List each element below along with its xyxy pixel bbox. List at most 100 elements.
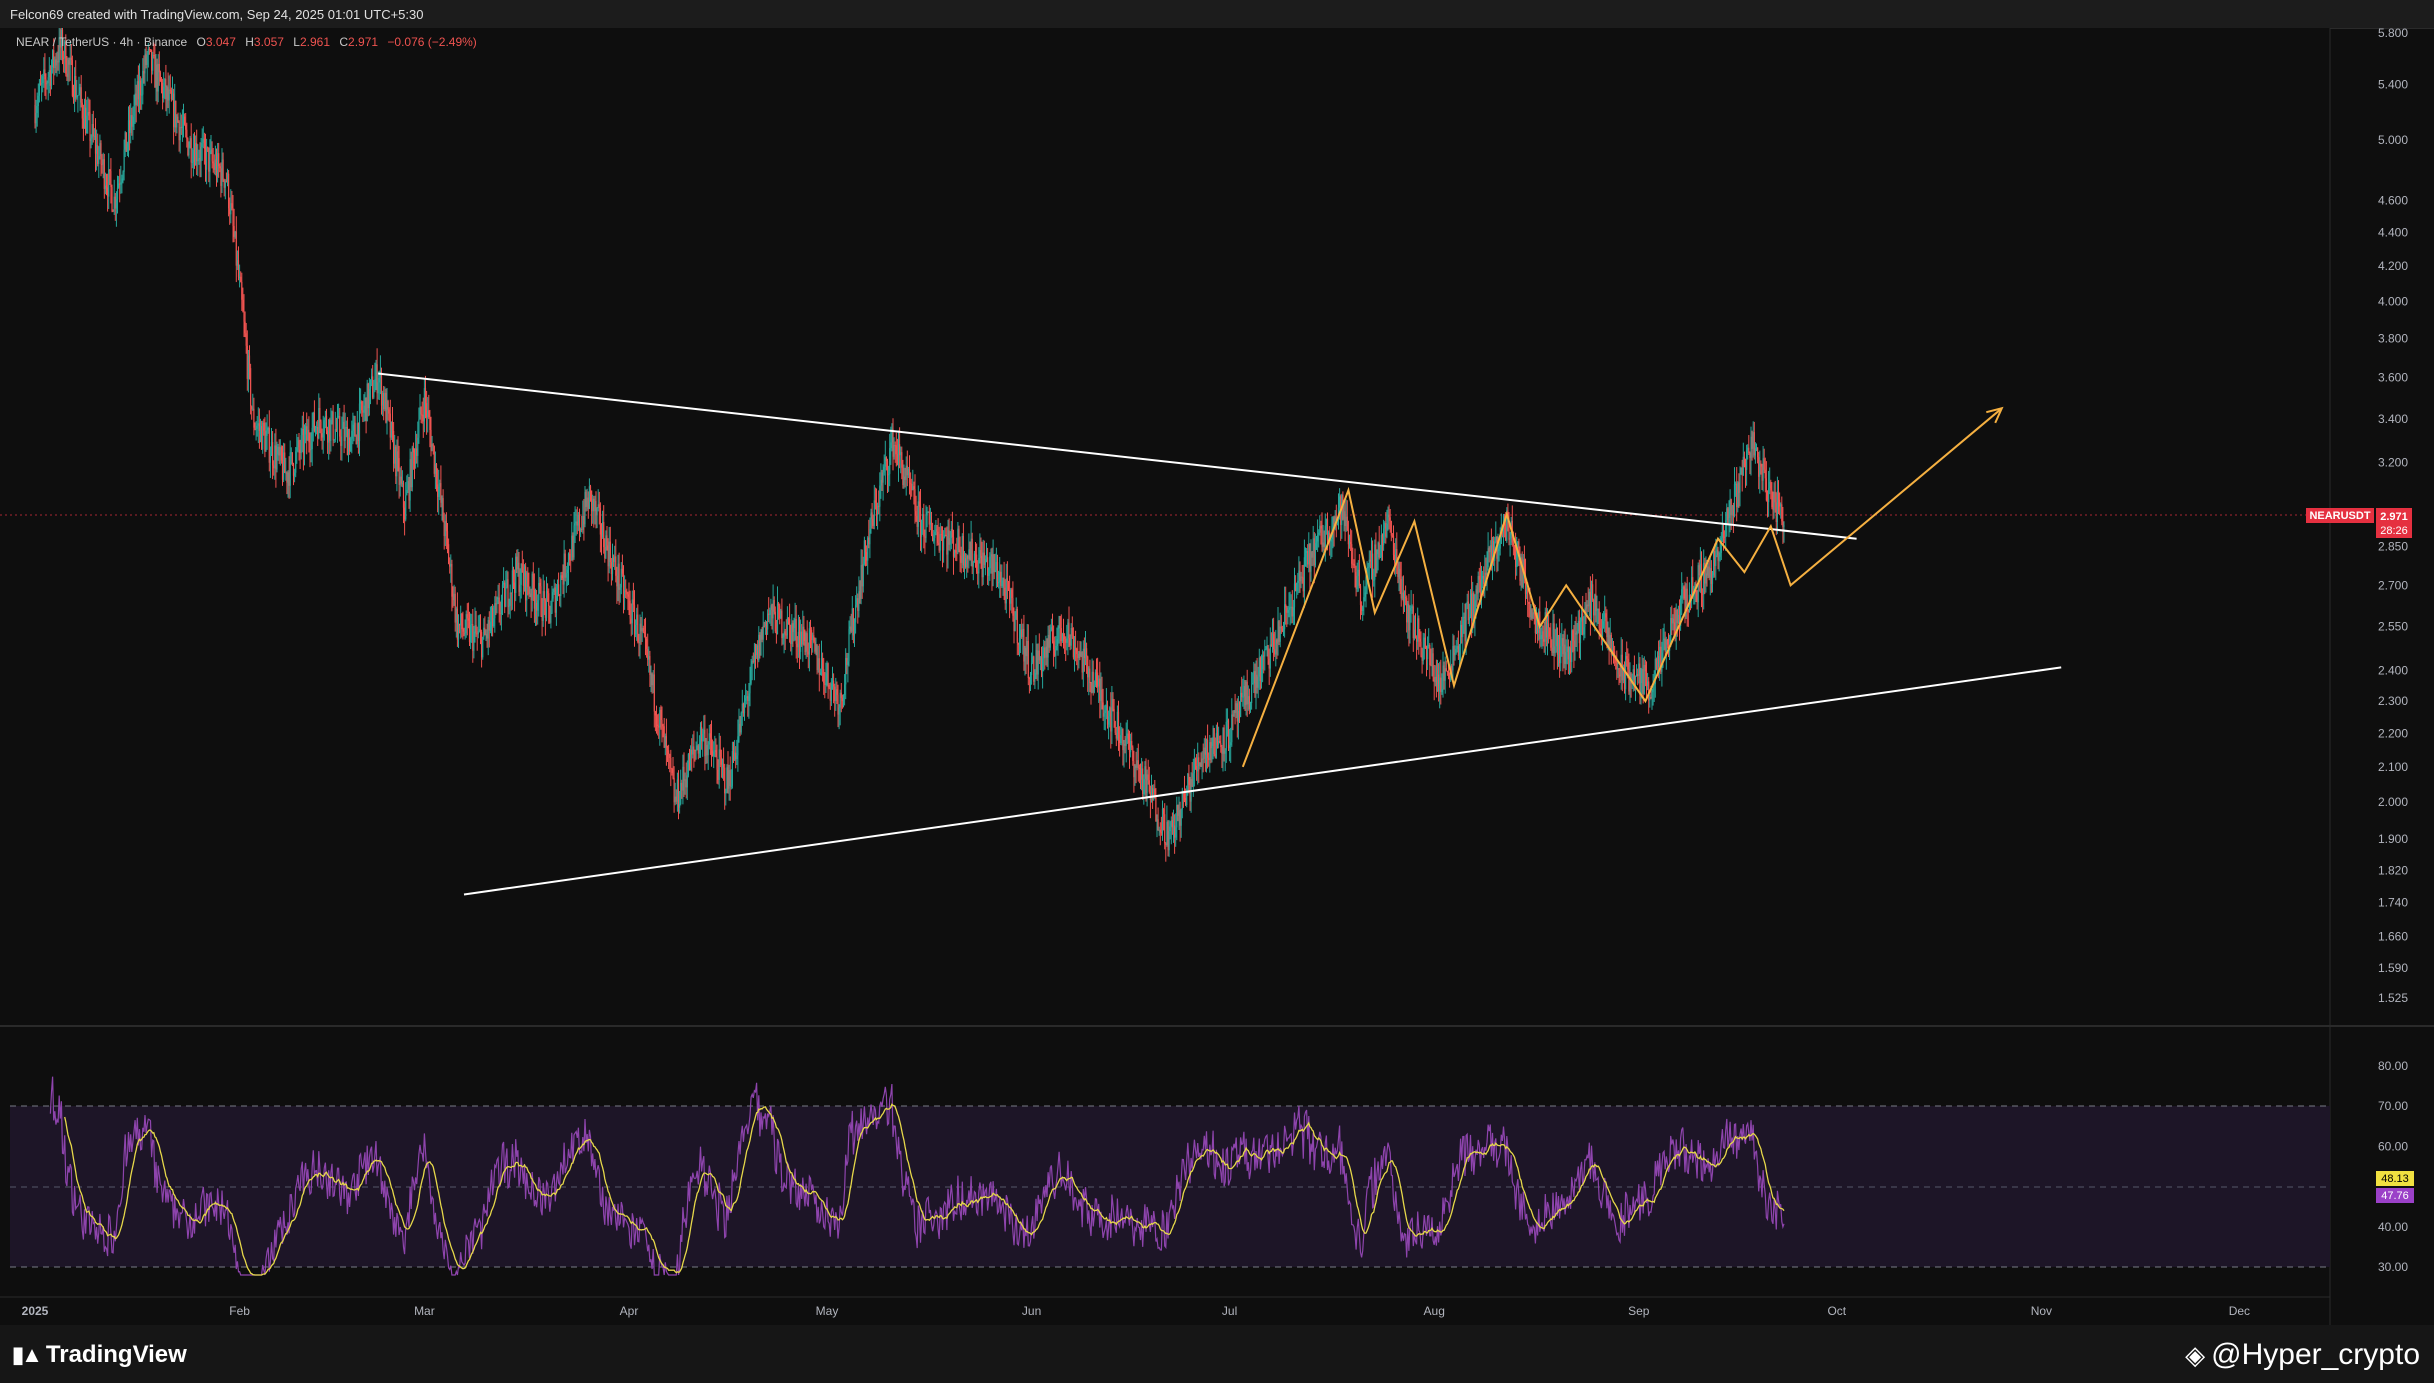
time-axis-label: Feb bbox=[229, 1304, 250, 1318]
candle-body bbox=[1112, 698, 1114, 710]
candle-body bbox=[1509, 538, 1511, 540]
candle-body bbox=[588, 486, 590, 509]
candle-body bbox=[416, 448, 418, 456]
candle-body bbox=[792, 623, 794, 632]
projection-path[interactable] bbox=[1241, 407, 2003, 768]
candle-body bbox=[354, 422, 356, 437]
candle-body bbox=[269, 455, 271, 463]
candle-body bbox=[1048, 635, 1050, 648]
candle-body bbox=[1050, 627, 1052, 630]
candle-body bbox=[1113, 709, 1115, 722]
candle-body bbox=[384, 392, 386, 410]
candle-body bbox=[682, 766, 684, 791]
candle-body bbox=[1763, 458, 1765, 470]
candle-body bbox=[1479, 579, 1481, 597]
candle-body bbox=[1399, 568, 1401, 579]
candle-body bbox=[1053, 641, 1055, 650]
candle-body bbox=[1172, 825, 1175, 828]
candle-body bbox=[901, 452, 903, 468]
candle-body bbox=[1157, 819, 1159, 831]
candle-body bbox=[1709, 568, 1711, 578]
candle-body bbox=[1505, 523, 1507, 541]
candle-body bbox=[219, 166, 221, 169]
tradingview-logo[interactable]: ▮▲ TradingView bbox=[12, 1341, 187, 1369]
candle-body bbox=[201, 142, 203, 147]
candle-body bbox=[374, 379, 376, 392]
candle-body bbox=[1233, 710, 1235, 716]
candle-body bbox=[732, 751, 735, 761]
candle-body bbox=[38, 83, 40, 96]
candle-body bbox=[464, 633, 466, 635]
candle-body bbox=[831, 680, 834, 684]
candle-body bbox=[1102, 702, 1104, 717]
candle-body bbox=[872, 518, 874, 526]
candle-body bbox=[300, 435, 302, 453]
tradingview-logo-icon: ▮▲ bbox=[12, 1342, 43, 1367]
candle-body bbox=[386, 401, 388, 423]
candle-body bbox=[1377, 542, 1379, 555]
candle-body bbox=[607, 545, 609, 567]
candle-body bbox=[319, 408, 321, 422]
candle-body bbox=[817, 658, 819, 670]
candle-body bbox=[242, 299, 244, 312]
candle-body bbox=[818, 658, 820, 675]
time-axis-label: Mar bbox=[414, 1304, 435, 1318]
candle-body bbox=[1732, 505, 1734, 516]
candle-body bbox=[1109, 707, 1111, 717]
price-pane[interactable] bbox=[0, 28, 2330, 1025]
candle-body bbox=[750, 664, 752, 684]
candle-body bbox=[908, 468, 911, 484]
candle-body bbox=[372, 376, 374, 398]
candle-body bbox=[413, 452, 416, 464]
candle-body bbox=[1446, 671, 1448, 673]
candle-body bbox=[1454, 652, 1456, 656]
candle-body bbox=[525, 566, 527, 601]
candle-body bbox=[175, 100, 177, 128]
candle-body bbox=[971, 538, 973, 567]
time-axis[interactable]: 2025 Feb Mar Apr May Jun Jul Aug Sep Oct Nov Dec bbox=[22, 1304, 2250, 1318]
candle-body bbox=[1123, 743, 1125, 751]
ascending-support-line[interactable] bbox=[463, 666, 2062, 896]
candle-body bbox=[489, 621, 491, 631]
chart-area[interactable]: 5.8005.4005.0004.6004.4004.2004.0003.800… bbox=[0, 28, 2434, 1325]
candle-body bbox=[704, 729, 706, 757]
candle-body bbox=[157, 63, 159, 92]
candle-body bbox=[534, 602, 537, 609]
candle-body bbox=[109, 169, 111, 172]
candle-body bbox=[1529, 604, 1531, 617]
candle-body bbox=[1774, 491, 1776, 503]
candle-body bbox=[133, 105, 135, 117]
candle-body bbox=[802, 626, 804, 645]
candle-body bbox=[993, 554, 995, 573]
candle-body bbox=[1214, 754, 1216, 758]
candle-body bbox=[1241, 692, 1243, 698]
candle-body bbox=[1255, 674, 1257, 694]
rsi-line bbox=[49, 1076, 1785, 1276]
candle-body bbox=[1266, 645, 1268, 647]
candle-body bbox=[571, 535, 573, 561]
descending-resistance-line[interactable] bbox=[378, 372, 1857, 540]
candle-body bbox=[598, 504, 600, 508]
candle-body bbox=[1319, 525, 1321, 533]
candle-body bbox=[209, 150, 211, 172]
candle-body bbox=[742, 703, 744, 714]
candle-body bbox=[1106, 705, 1109, 725]
price-axis[interactable]: 5.8005.4005.0004.6004.4004.2004.0003.800… bbox=[2378, 28, 2408, 1005]
candle-body bbox=[1465, 602, 1467, 641]
candle-body bbox=[1556, 627, 1558, 655]
candle-body bbox=[811, 629, 813, 641]
candle-body bbox=[474, 625, 476, 632]
candle-body bbox=[855, 604, 857, 623]
candle-body bbox=[1068, 622, 1070, 639]
candle-body bbox=[1210, 742, 1212, 749]
candle-body bbox=[441, 498, 443, 503]
candle-body bbox=[888, 473, 890, 476]
candle-body bbox=[1671, 618, 1673, 624]
candle-body bbox=[1559, 635, 1561, 664]
candle-body bbox=[896, 454, 898, 465]
candle-body bbox=[329, 419, 331, 442]
candle-body bbox=[1090, 683, 1092, 693]
candle-body bbox=[616, 575, 618, 587]
candle-body bbox=[278, 446, 280, 456]
